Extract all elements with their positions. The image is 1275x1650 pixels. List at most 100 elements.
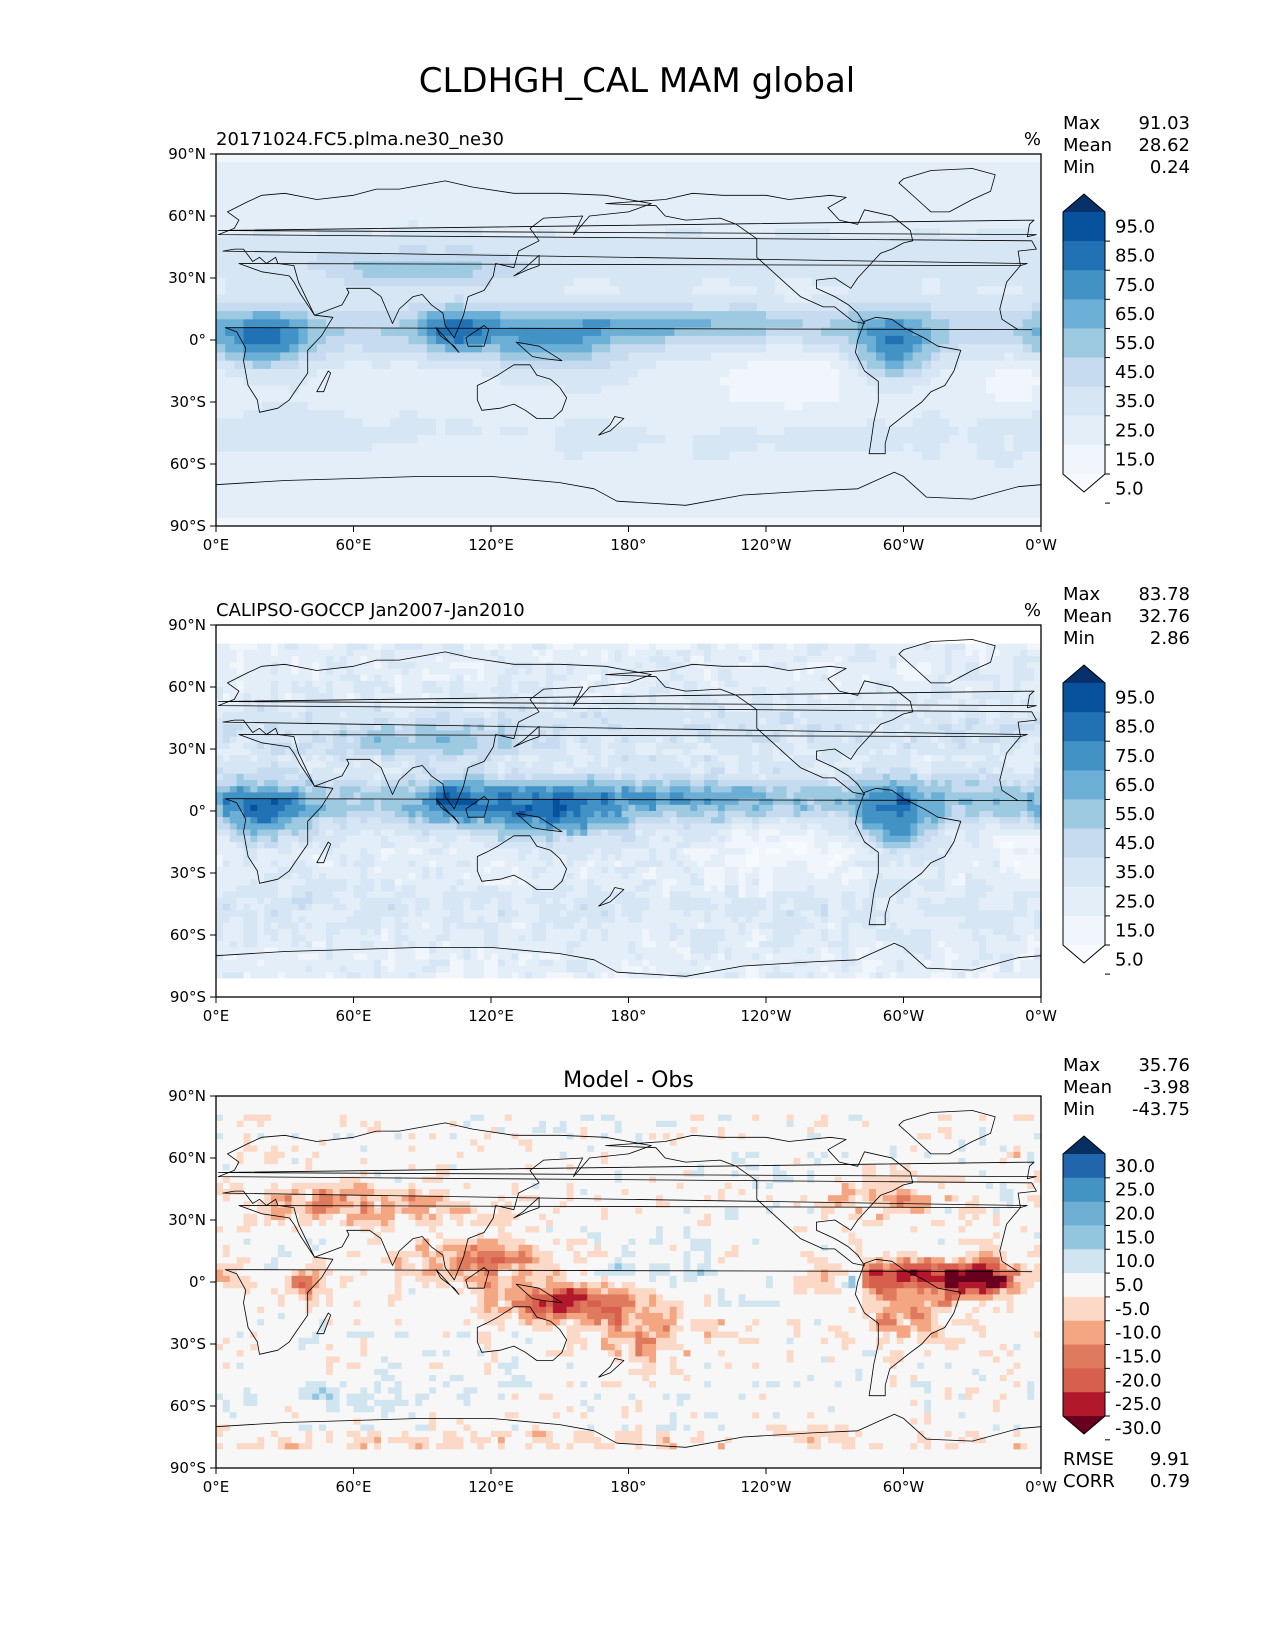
land-outline xyxy=(224,1205,1033,1355)
lat-tick-label: 60°S xyxy=(170,1397,206,1415)
colorbar-tick-label: 35.0 xyxy=(1115,862,1155,883)
colorbar: 95.0 85.0 75.0 65.0 55.0 45.0 35.0 25.0 15.0 5.0 xyxy=(1062,193,1155,504)
units-label: % xyxy=(1024,600,1041,621)
land-outline xyxy=(316,1312,332,1335)
land-outline xyxy=(605,663,914,795)
colorbar-tick-label: -25.0 xyxy=(1115,1394,1162,1415)
land-outline xyxy=(217,1122,1037,1281)
colorbar-tick-label: 55.0 xyxy=(1115,804,1155,825)
colorbar-bin xyxy=(1063,683,1105,713)
stat-label: Max xyxy=(1063,584,1101,605)
colorbar-tick-label: -20.0 xyxy=(1115,1370,1162,1391)
lon-tick-label: 120°W xyxy=(741,536,792,554)
stat-value: 0.24 xyxy=(1150,157,1190,178)
lat-tick-label: 90°N xyxy=(168,616,206,634)
colorbar-tick-label: 65.0 xyxy=(1115,304,1155,325)
colorbar-bin xyxy=(1063,770,1105,800)
panel-test: 90°N 60°N 30°N 0° 30°S 60°S 90°S0°E 60°E 120°E 18… xyxy=(168,113,1190,554)
lat-tick-label: 30°N xyxy=(168,269,206,287)
lon-tick-label: 120°E xyxy=(468,536,514,554)
stat-value: 91.03 xyxy=(1138,113,1190,134)
colorbar-bin xyxy=(1063,1225,1105,1250)
stat-label: Min xyxy=(1063,1099,1095,1120)
land-outline xyxy=(598,416,625,436)
lat-tick-label: 90°S xyxy=(170,1459,206,1477)
colorbar-tick-label: 15.0 xyxy=(1115,1227,1155,1248)
stat-label: RMSE xyxy=(1063,1449,1114,1470)
land-outline xyxy=(515,1283,563,1304)
colorbar-bin xyxy=(1063,828,1105,859)
lat-tick-label: 90°N xyxy=(168,1087,206,1105)
lon-tick-label: 60°E xyxy=(335,1478,371,1496)
stat-value: 9.91 xyxy=(1150,1449,1190,1470)
land-outline xyxy=(216,942,1041,997)
stat-label: CORR xyxy=(1063,1471,1115,1492)
lat-tick-label: 0° xyxy=(189,802,206,820)
colorbar-bin xyxy=(1063,212,1105,242)
land-outline xyxy=(898,1110,996,1155)
colorbar-bin xyxy=(1063,1320,1105,1345)
panel-left-title: CALIPSO-GOCCP Jan2007-Jan2010 xyxy=(216,600,525,621)
land-outline xyxy=(898,639,996,684)
stat-value: 28.62 xyxy=(1138,135,1190,156)
lon-tick-label: 0°W xyxy=(1025,536,1057,554)
coastlines xyxy=(216,168,1041,526)
lon-tick-label: 0°E xyxy=(203,536,230,554)
land-outline xyxy=(598,1358,625,1378)
lat-tick-label: 30°S xyxy=(170,393,206,411)
colorbar-bin xyxy=(1063,712,1105,742)
lat-tick-label: 60°S xyxy=(170,455,206,473)
land-outline xyxy=(217,1161,1037,1180)
lat-tick-label: 90°S xyxy=(170,988,206,1006)
land-outline xyxy=(605,1134,914,1266)
lat-tick-label: 60°N xyxy=(168,1149,206,1167)
lat-tick-label: 60°N xyxy=(168,207,206,225)
lon-tick-label: 60°W xyxy=(883,1007,925,1025)
coastlines xyxy=(216,1110,1041,1468)
colorbar-tick-label: 10.0 xyxy=(1115,1251,1155,1272)
stat-label: Max xyxy=(1063,113,1101,134)
lon-tick-label: 60°E xyxy=(335,536,371,554)
land-outline xyxy=(217,180,1037,339)
lat-tick-label: 60°S xyxy=(170,926,206,944)
colorbar-tick-label: 45.0 xyxy=(1115,362,1155,383)
colorbar-extend-min xyxy=(1063,474,1105,492)
units-label: % xyxy=(1024,129,1041,150)
lon-tick-label: 0°E xyxy=(203,1478,230,1496)
colorbar-tick-label: 95.0 xyxy=(1115,217,1155,238)
stat-value: 0.79 xyxy=(1150,1471,1190,1492)
land-outline xyxy=(316,370,332,393)
land-outline xyxy=(217,219,1037,238)
colorbar-bin xyxy=(1063,1177,1105,1203)
colorbar-bin xyxy=(1063,915,1105,946)
lon-tick-label: 120°E xyxy=(468,1007,514,1025)
colorbar-extend-min xyxy=(1063,945,1105,963)
lon-tick-label: 60°E xyxy=(335,1007,371,1025)
land-outline xyxy=(224,263,1033,413)
land-outline xyxy=(465,1267,490,1289)
colorbar-bin xyxy=(1063,270,1105,300)
lat-tick-label: 30°N xyxy=(168,1211,206,1229)
lon-tick-label: 0°E xyxy=(203,1007,230,1025)
colorbar-tick-label: 15.0 xyxy=(1115,449,1155,470)
land-outline xyxy=(855,1258,962,1397)
coastlines xyxy=(216,639,1041,997)
colorbar-bin xyxy=(1063,1249,1105,1274)
land-outline xyxy=(217,651,1037,810)
colorbar-tick-label: 25.0 xyxy=(1115,420,1155,441)
land-outline xyxy=(898,168,996,213)
colorbar-tick-label: -10.0 xyxy=(1115,1323,1162,1344)
land-outline xyxy=(598,887,625,907)
colorbar-bin xyxy=(1063,386,1105,417)
panel-diff: 90°N 60°N 30°N 0° 30°S 60°S 90°S0°E 60°E 120°E 18… xyxy=(168,1055,1190,1496)
colorbar-tick-label: 75.0 xyxy=(1115,275,1155,296)
map-field-diff xyxy=(216,1096,1041,1468)
land-outline xyxy=(513,254,540,277)
lat-tick-label: 30°S xyxy=(170,864,206,882)
stat-value: 83.78 xyxy=(1138,584,1190,605)
colorbar-bin xyxy=(1063,444,1105,475)
land-outline xyxy=(435,798,460,824)
stat-label: Min xyxy=(1063,157,1095,178)
stat-value: -43.75 xyxy=(1132,1099,1190,1120)
colorbar-tick-label: 5.0 xyxy=(1115,1275,1144,1296)
